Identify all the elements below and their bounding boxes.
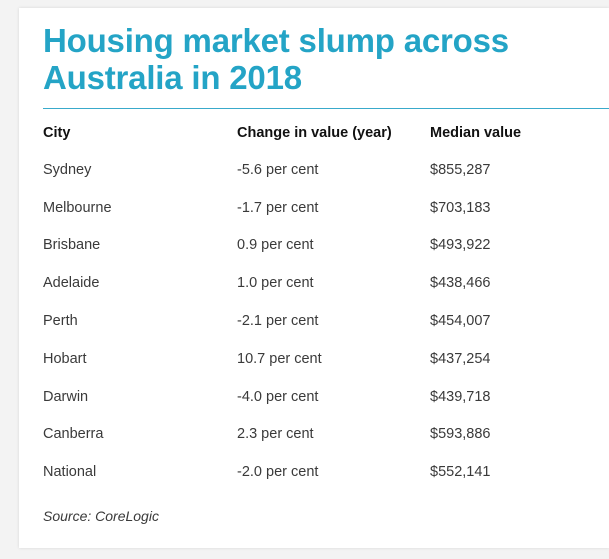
median-cell: $703,183 (430, 200, 491, 216)
change-cell: -1.7 per cent (237, 200, 319, 216)
city-cell: Hobart (43, 351, 87, 367)
change-cell: -5.6 per cent (237, 162, 319, 178)
change-cell: -2.0 per cent (237, 464, 319, 480)
table-row: Canberra 2.3 per cent $593,886 (43, 424, 609, 444)
median-cell: $437,254 (430, 351, 491, 367)
median-cell: $593,886 (430, 426, 491, 442)
column-header-median: Median value (430, 125, 522, 141)
column-header-city: City (43, 125, 71, 141)
title-divider (43, 108, 609, 109)
change-cell: 2.3 per cent (237, 426, 314, 442)
median-cell: $439,718 (430, 389, 491, 405)
table-row: Darwin -4.0 per cent $439,718 (43, 387, 609, 407)
table-header-row: City Change in value (year) Median value (43, 123, 609, 143)
change-cell: -4.0 per cent (237, 389, 319, 405)
median-cell: $552,141 (430, 464, 491, 480)
page-title: Housing market slump across Australia in… (43, 22, 509, 96)
source-note: Source: CoreLogic (43, 508, 159, 524)
table-row: Hobart 10.7 per cent $437,254 (43, 349, 609, 369)
change-cell: -2.1 per cent (237, 313, 319, 329)
column-header-change: Change in value (year) (237, 125, 392, 141)
median-cell: $438,466 (430, 275, 491, 291)
median-cell: $855,287 (430, 162, 491, 178)
infographic-card: Housing market slump across Australia in… (19, 8, 609, 548)
city-cell: National (43, 464, 97, 480)
city-cell: Melbourne (43, 200, 112, 216)
city-cell: Canberra (43, 426, 104, 442)
city-cell: Brisbane (43, 237, 101, 253)
table-row: Sydney -5.6 per cent $855,287 (43, 160, 609, 180)
change-cell: 10.7 per cent (237, 351, 322, 367)
change-cell: 1.0 per cent (237, 275, 314, 291)
table-row: National -2.0 per cent $552,141 (43, 462, 609, 482)
city-cell: Darwin (43, 389, 89, 405)
city-cell: Adelaide (43, 275, 100, 291)
table-row: Perth -2.1 per cent $454,007 (43, 311, 609, 331)
median-cell: $493,922 (430, 237, 491, 253)
median-cell: $454,007 (430, 313, 491, 329)
table-row: Melbourne -1.7 per cent $703,183 (43, 198, 609, 218)
table-row: Adelaide 1.0 per cent $438,466 (43, 273, 609, 293)
city-cell: Sydney (43, 162, 92, 178)
change-cell: 0.9 per cent (237, 237, 314, 253)
table-row: Brisbane 0.9 per cent $493,922 (43, 235, 609, 255)
city-cell: Perth (43, 313, 78, 329)
